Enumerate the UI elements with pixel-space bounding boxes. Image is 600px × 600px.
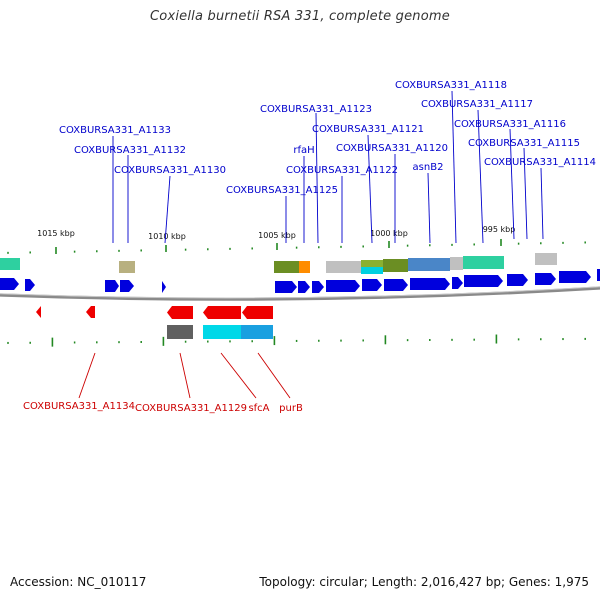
feature-box <box>326 261 361 273</box>
gene-label: COXBURSA331_A1114 <box>484 157 596 168</box>
forward-gene-labels: COXBURSA331_A1133 COXBURSA331_A1132 COXB… <box>59 80 596 196</box>
reverse-gene-arrows <box>36 306 273 319</box>
feature-box <box>383 259 408 272</box>
gene-label: COXBURSA331_A1122 <box>286 165 398 176</box>
forward-gene-arrow <box>464 275 503 287</box>
gene-label: COXBURSA331_A1133 <box>59 125 171 136</box>
leader-line <box>509 128 515 240</box>
feature-box <box>274 261 299 273</box>
feature-box <box>299 261 310 273</box>
leader-line <box>451 90 457 244</box>
reverse-gene-arrow <box>203 306 241 319</box>
feature-box <box>535 253 557 265</box>
forward-gene-arrow <box>0 278 19 290</box>
gene-label: COXBURSA331_A1121 <box>312 124 424 135</box>
kbp-label-row: 1015 kbp 1010 kbp 1005 kbp 1000 kbp 995 kbp <box>37 225 515 241</box>
topology-summary: Topology: circular; Length: 2,016,427 bp… <box>259 575 589 589</box>
leader-line <box>367 134 373 244</box>
forward-gene-arrow <box>452 277 463 289</box>
feature-box <box>361 260 383 267</box>
forward-gene-arrow <box>326 280 360 292</box>
forward-feature-boxes <box>0 253 557 274</box>
leader-line <box>257 352 291 399</box>
kbp-tick-label: 1010 kbp <box>148 232 186 241</box>
forward-gene-arrow <box>25 279 35 291</box>
gene-label: COXBURSA331_A1132 <box>74 145 186 156</box>
kbp-tick-label: 995 kbp <box>483 225 516 234</box>
gene-label: COXBURSA331_A1123 <box>260 104 372 115</box>
reverse-gene-arrow <box>167 306 193 319</box>
forward-gene-arrow <box>275 281 297 293</box>
forward-gene-arrow <box>535 273 556 285</box>
gene-label: COXBURSA331_A1130 <box>114 165 226 176</box>
gene-label: COXBURSA331_A1116 <box>454 119 566 130</box>
feature-box <box>361 267 383 274</box>
kbp-tick-label: 1005 kbp <box>258 231 296 240</box>
forward-gene-arrow <box>384 279 408 291</box>
feature-box <box>408 258 450 271</box>
forward-gene-arrow <box>597 269 600 281</box>
leader-line <box>164 175 171 244</box>
reverse-leader-lines <box>78 352 291 399</box>
forward-gene-arrow <box>559 271 591 283</box>
gene-label: asnB2 <box>413 162 444 173</box>
kbp-tick-label: 1000 kbp <box>370 229 408 238</box>
kbp-tick-label: 1015 kbp <box>37 229 75 238</box>
reverse-gene-arrow <box>86 306 95 318</box>
leader-line <box>315 112 319 244</box>
gene-label: COXBURSA331_A1120 <box>336 143 448 154</box>
backbone-line <box>0 286 600 301</box>
gene-label: COXBURSA331_A1115 <box>468 138 580 149</box>
tick-row-bottom <box>7 334 586 347</box>
gene-label: COXBURSA331_A1134 <box>23 401 135 412</box>
tick-row-top <box>7 238 586 254</box>
gene-label: rfaH <box>293 145 314 156</box>
feature-box <box>119 261 135 273</box>
gene-label: sfcA <box>248 403 269 414</box>
leader-line <box>427 172 431 244</box>
feature-box <box>167 325 193 339</box>
backbone-highlight <box>0 286 600 299</box>
feature-box <box>463 256 504 269</box>
forward-gene-arrows <box>0 269 600 293</box>
gene-label: COXBURSA331_A1118 <box>395 80 507 91</box>
gene-label: purB <box>279 403 303 414</box>
leader-line <box>523 147 528 240</box>
feature-box <box>450 257 463 270</box>
leader-line <box>179 352 191 399</box>
reverse-gene-labels: COXBURSA331_A1134 COXBURSA331_A1129 sfcA… <box>23 401 303 414</box>
forward-gene-arrow <box>507 274 528 286</box>
forward-gene-arrow <box>410 278 450 290</box>
forward-gene-arrow <box>298 281 310 293</box>
gene-label: COXBURSA331_A1129 <box>135 403 247 414</box>
leader-line <box>477 109 484 244</box>
feature-box <box>241 325 273 339</box>
gene-label: COXBURSA331_A1125 <box>226 185 338 196</box>
feature-box <box>203 325 241 339</box>
reverse-gene-arrow <box>242 306 273 319</box>
reverse-feature-boxes <box>167 325 273 339</box>
forward-gene-arrow <box>362 279 382 291</box>
leader-line <box>78 352 96 399</box>
forward-gene-arrow <box>105 280 119 292</box>
gene-label: COXBURSA331_A1117 <box>421 99 533 110</box>
leader-line <box>540 167 544 240</box>
forward-leader-lines <box>112 90 544 244</box>
map-title: Coxiella burnetii RSA 331, complete geno… <box>150 9 450 24</box>
leader-line <box>220 352 257 399</box>
forward-gene-arrow <box>162 281 166 293</box>
accession-text: Accession: NC_010117 <box>10 575 147 589</box>
forward-gene-arrow <box>120 280 134 292</box>
forward-gene-arrow <box>312 281 324 293</box>
feature-box <box>0 258 20 270</box>
reverse-gene-arrow <box>36 306 41 318</box>
